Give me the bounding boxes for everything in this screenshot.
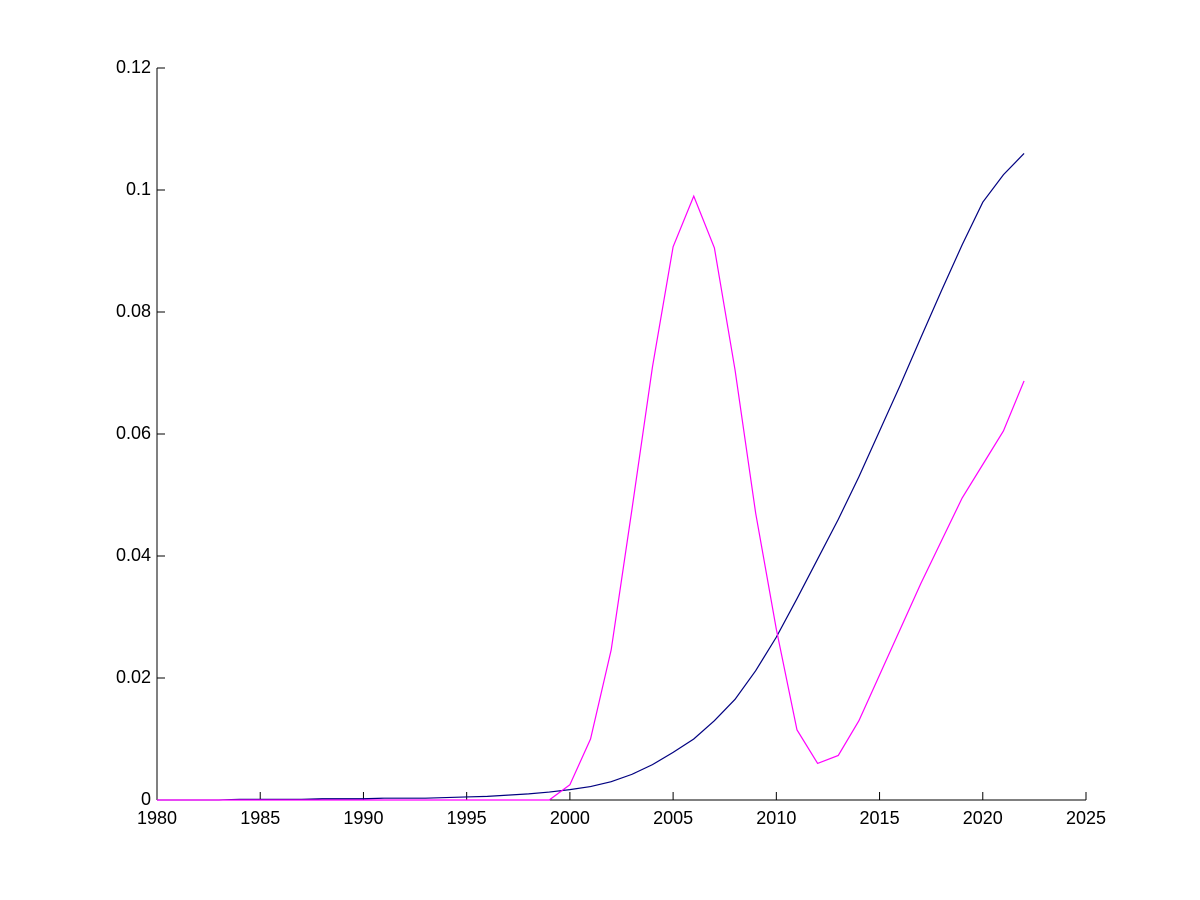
- x-tick-label: 2000: [550, 808, 590, 828]
- y-tick-label: 0.02: [116, 667, 151, 687]
- x-tick-label: 2010: [756, 808, 796, 828]
- y-tick-label: 0.06: [116, 423, 151, 443]
- y-tick-label: 0: [141, 789, 151, 809]
- y-tick-label: 0.08: [116, 301, 151, 321]
- y-tick-label: 0.12: [116, 57, 151, 77]
- x-tick-label: 1995: [447, 808, 487, 828]
- y-tick-label: 0.1: [126, 179, 151, 199]
- series-line: [157, 152, 1025, 801]
- x-tick-label: 2005: [653, 808, 693, 828]
- series-line: [157, 194, 1025, 801]
- x-tick-label: 2025: [1066, 808, 1106, 828]
- x-tick-label: 1980: [137, 808, 177, 828]
- x-tick-label: 1985: [240, 808, 280, 828]
- x-tick-label: 2020: [963, 808, 1003, 828]
- x-tick-label: 1990: [343, 808, 383, 828]
- x-tick-label: 2015: [860, 808, 900, 828]
- y-tick-label: 0.04: [116, 545, 151, 565]
